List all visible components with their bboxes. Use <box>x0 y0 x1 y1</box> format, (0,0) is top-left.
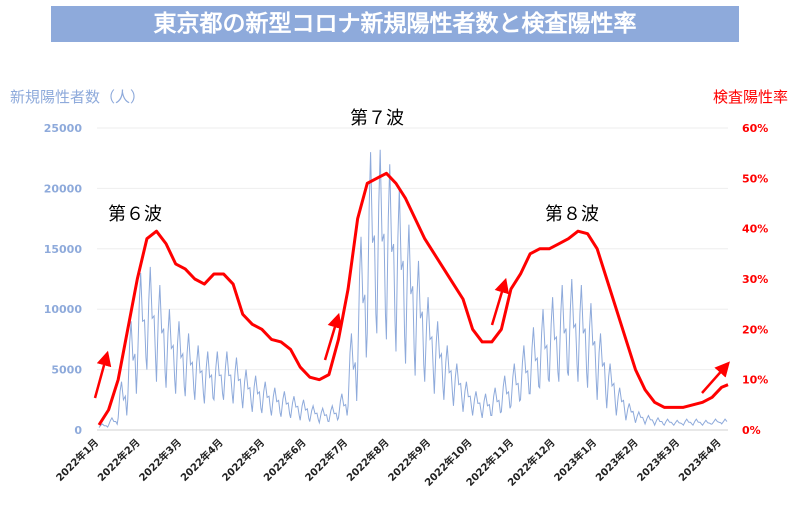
x-tick-label: 2022年3月 <box>136 436 184 484</box>
x-tick-label: 2022年2月 <box>95 436 143 484</box>
right-axis-title: 検査陽性率 <box>712 88 788 106</box>
left-tick-label: 25000 <box>44 122 83 135</box>
left-tick-label: 10000 <box>44 303 83 316</box>
x-tick-label: 2022年4月 <box>178 436 226 484</box>
trend-arrow <box>93 350 112 399</box>
annotation-wave-7: 第７波 <box>350 108 404 129</box>
x-tick-label: 2022年6月 <box>261 436 309 484</box>
x-tick-label: 2023年3月 <box>634 436 682 484</box>
x-tick-label: 2022年1月 <box>53 436 101 484</box>
right-tick-label: 0% <box>742 424 761 437</box>
right-tick-label: 60% <box>742 122 768 135</box>
x-tick-label: 2023年4月 <box>676 436 724 484</box>
right-tick-label: 40% <box>742 223 768 236</box>
right-tick-label: 50% <box>742 172 768 185</box>
left-axis-title: 新規陽性者数（人） <box>10 88 146 106</box>
annotation-wave-6: 第６波 <box>108 204 162 225</box>
left-tick-label: 0 <box>74 424 82 437</box>
right-tick-label: 30% <box>742 273 768 286</box>
x-tick-label: 2022年7月 <box>302 436 350 484</box>
right-tick-label: 20% <box>742 323 768 336</box>
x-tick-label: 2022年5月 <box>219 436 267 484</box>
x-tick-label: 2022年8月 <box>344 436 392 484</box>
chart-title: 東京都の新型コロナ新規陽性者数と検査陽性率 <box>51 6 739 42</box>
trend-arrow <box>490 277 510 326</box>
trend-arrow <box>323 312 343 361</box>
x-tick-label: 2023年1月 <box>551 436 599 484</box>
trend-arrow <box>701 361 730 394</box>
annotation-wave-8: 第８波 <box>545 204 599 225</box>
x-tick-label: 2022年9月 <box>385 436 433 484</box>
left-tick-label: 5000 <box>51 364 82 377</box>
cases-series-line <box>98 149 728 428</box>
left-tick-label: 20000 <box>44 182 83 195</box>
left-tick-label: 15000 <box>44 243 83 256</box>
x-tick-label: 2023年2月 <box>593 436 641 484</box>
right-tick-label: 10% <box>742 374 768 387</box>
